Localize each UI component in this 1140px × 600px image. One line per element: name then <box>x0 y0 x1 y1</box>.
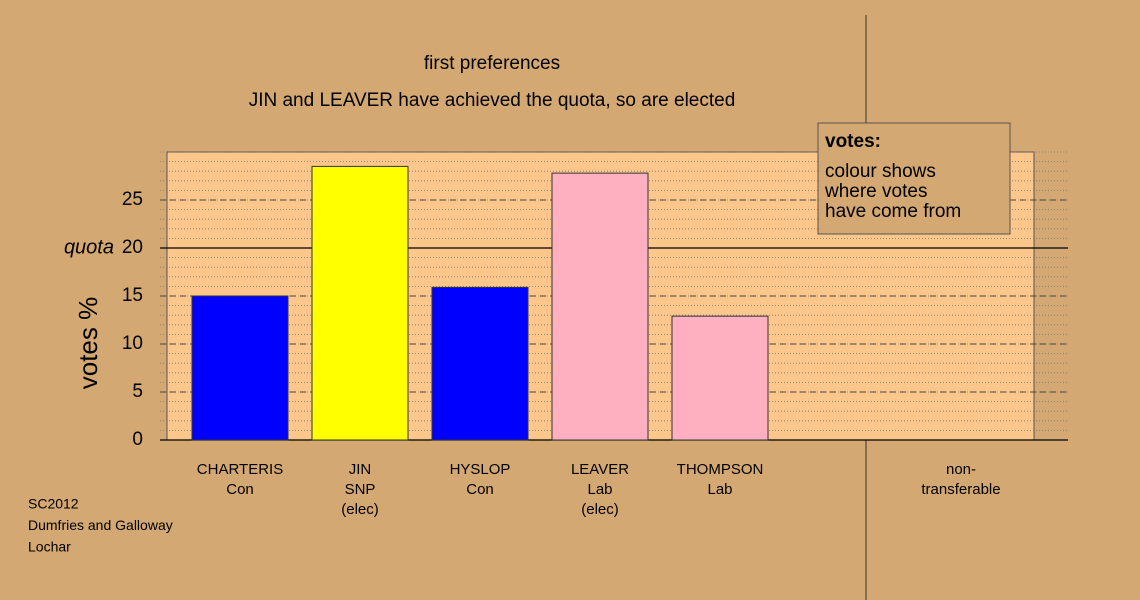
chart-subtitle: JIN and LEAVER have achieved the quota, … <box>249 90 736 111</box>
x-tick-label: transferable <box>921 481 1000 498</box>
legend-text: have come from <box>825 201 961 222</box>
y-tick-label: 20 <box>122 237 143 258</box>
x-tick-label: JIN <box>349 461 372 478</box>
bar <box>191 295 289 441</box>
bar <box>551 172 649 441</box>
y-tick-label: 5 <box>132 381 143 402</box>
x-tick-label: Con <box>226 481 254 498</box>
footer-text: Lochar <box>28 539 71 555</box>
x-tick-label: LEAVER <box>571 461 629 478</box>
bar <box>671 315 769 441</box>
x-tick-label: (elec) <box>341 501 379 518</box>
footer-text: Dumfries and Galloway <box>28 517 173 533</box>
legend-title: votes: <box>825 131 881 152</box>
bar <box>311 165 409 441</box>
x-tick-label: HYSLOP <box>450 461 511 478</box>
bar <box>431 286 529 441</box>
legend-text: colour shows <box>825 161 936 182</box>
x-tick-label: Lab <box>587 481 612 498</box>
x-tick-label: SNP <box>345 481 376 498</box>
y-tick-label: 15 <box>122 285 143 306</box>
legend-box <box>817 122 1011 235</box>
x-tick-label: Lab <box>707 481 732 498</box>
x-tick-label: (elec) <box>581 501 619 518</box>
footer-text: SC2012 <box>28 496 79 512</box>
y-tick-label: 10 <box>122 333 143 354</box>
x-tick-label: Con <box>466 481 494 498</box>
legend-text: where votes <box>824 181 927 202</box>
x-tick-label: non- <box>946 461 976 478</box>
quota-label: quota <box>64 236 114 258</box>
y-tick-label: 0 <box>132 429 143 450</box>
y-axis-label: votes % <box>73 297 103 390</box>
y-tick-label: 25 <box>122 189 143 210</box>
x-tick-label: THOMPSON <box>677 461 764 478</box>
x-tick-label: CHARTERIS <box>197 461 283 478</box>
chart-title: first preferences <box>424 53 560 74</box>
